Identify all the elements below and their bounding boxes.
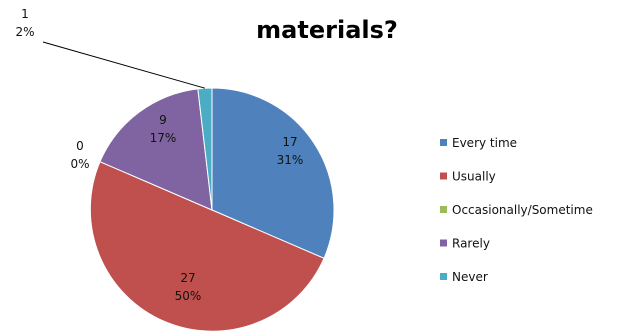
data-label-value: 17 [282, 135, 297, 149]
leader-lines [42, 41, 206, 89]
legend: Every time Usually Occasionally/Sometime Ra… [440, 136, 593, 284]
legend-swatch [440, 172, 447, 180]
legend-label: Never [452, 270, 488, 284]
data-label-value: 0 [76, 139, 84, 153]
data-label-value: 9 [159, 113, 167, 127]
legend-label: Occasionally/Sometime [452, 203, 593, 217]
data-label-percent: 17% [150, 131, 177, 145]
legend-swatch [440, 273, 447, 280]
data-label-percent: 31% [277, 153, 304, 167]
legend-label: Usually [452, 170, 496, 184]
pie-slice [211, 87, 335, 259]
legend-label: Every time [452, 136, 517, 150]
legend-label: Rarely [452, 237, 490, 251]
pie-slice [89, 161, 325, 332]
leader-line [42, 41, 206, 89]
legend-swatch [440, 139, 447, 146]
pie-slice [197, 87, 213, 211]
data-label-percent: 2% [15, 25, 34, 39]
chart-title: materials? [256, 16, 398, 44]
data-label-percent: 0% [70, 157, 89, 171]
pie-slice [99, 88, 213, 211]
legend-swatch [440, 206, 447, 213]
legend-swatch [440, 239, 447, 247]
data-label-value: 1 [21, 7, 29, 21]
data-label-percent: 50% [175, 289, 202, 303]
data-label-value: 27 [180, 271, 195, 285]
chart-title-line: materials? [256, 16, 398, 44]
data-labels: 17 31% 27 50% 0 0% 9 17% 1 2% [15, 7, 303, 303]
pie-slices [89, 87, 335, 332]
